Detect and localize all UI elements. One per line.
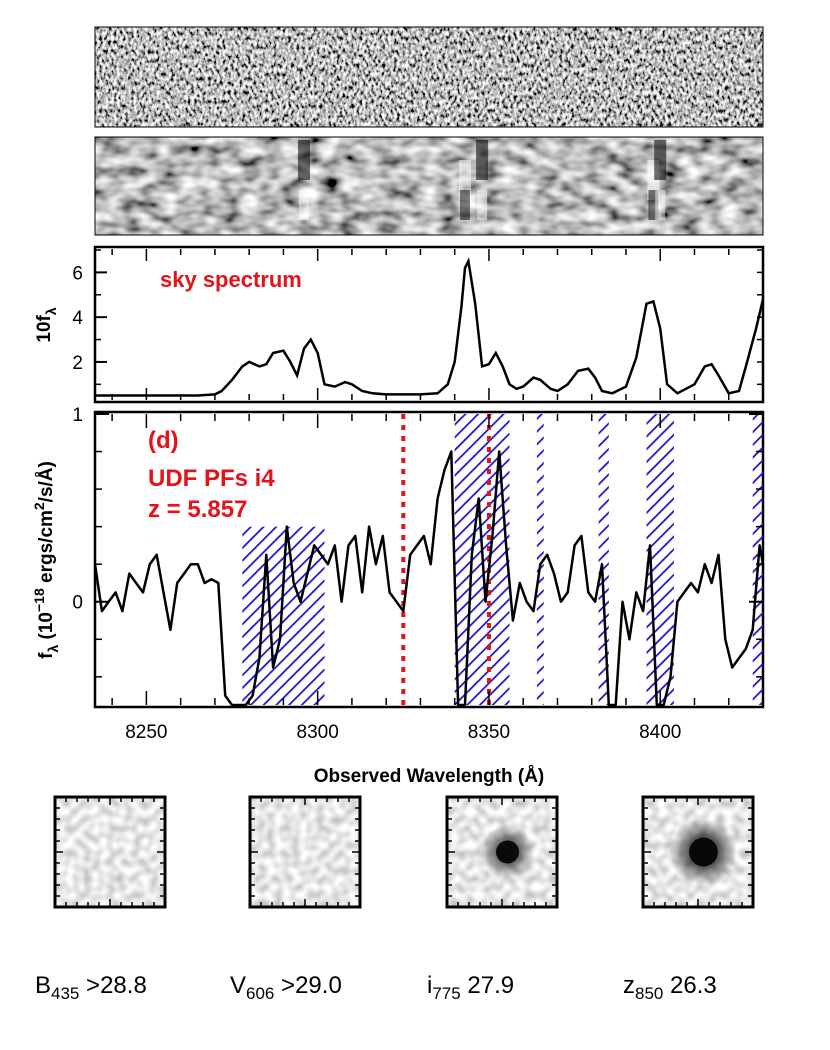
ylabel-unit-post: /s/Å): [36, 461, 57, 502]
stamp-label-i: i775 27.9: [427, 972, 514, 1004]
ytick-label: 0: [72, 593, 83, 614]
stamp-v: [248, 795, 362, 909]
ytick-label: 1: [72, 405, 83, 426]
residual-streak: [648, 190, 659, 220]
source-core: [495, 840, 520, 864]
band-name: V: [230, 972, 247, 999]
sky-spectrum-line: [95, 257, 765, 397]
band-magnitude: 26.3: [663, 972, 717, 999]
object-y-axis-label: fλ (10−18 ergs/cm2/s/Å): [31, 461, 61, 659]
object-spectrum-line: [93, 450, 765, 707]
band-magnitude: >28.8: [79, 972, 147, 999]
residual-streak: [459, 190, 470, 220]
sky-ytick-label: 4: [72, 308, 83, 329]
postage-stamps: [53, 795, 755, 909]
residual-streak: [297, 140, 310, 180]
band-magnitude: >29.0: [274, 972, 342, 999]
spectrum-2d-smoothed: [94, 136, 764, 236]
xtick-label: 8400: [639, 722, 681, 743]
sky-ytick-label: 6: [72, 263, 83, 284]
xtick-label: 8350: [468, 722, 510, 743]
xtick-label: 8250: [125, 722, 167, 743]
object-spectrum-panel: 8250 8300 8350 8400 0 1 (d) UDF PFs i4 z = 5.…: [31, 405, 765, 787]
emission-residuals: [297, 140, 667, 220]
ylabel-f-sub: λ: [45, 645, 61, 653]
band-name: z: [623, 972, 635, 999]
stamp-b: [53, 795, 167, 909]
stamp-image: [250, 797, 360, 907]
hatched-region: [598, 414, 609, 705]
object-axis-ticks: 8250 8300 8350 8400 0 1: [72, 405, 764, 743]
residual-streak: [298, 190, 309, 220]
band-wavelength: 606: [246, 984, 275, 1003]
x-axis-title: Observed Wavelength (Å): [314, 766, 545, 787]
sky-spectrum-label: sky spectrum: [160, 267, 302, 292]
band-name: B: [35, 972, 52, 999]
residual-streak: [477, 190, 488, 220]
stamp-z: [641, 795, 755, 909]
band-wavelength: 850: [635, 984, 664, 1003]
band-wavelength: 775: [432, 984, 461, 1003]
object-name: UDF PFs i4: [148, 465, 275, 492]
sky-ylabel-sub: λ: [43, 307, 59, 315]
band-name: i: [427, 972, 433, 999]
residual-streak: [476, 140, 489, 180]
sky-ytick-label: 2: [72, 353, 83, 374]
ylabel-f: f: [36, 652, 57, 659]
ylabel-exp: −18: [31, 588, 47, 612]
panel-letter: (d): [148, 427, 179, 454]
ylabel-unit-pre: (10: [36, 612, 57, 639]
sky-spectrum-panel: 2 4 6 sky spectrum 10fλ: [34, 245, 765, 404]
stamp-image: [55, 797, 165, 907]
stamp-label-v: V606 >29.0: [230, 972, 342, 1004]
redshift-label: z = 5.857: [148, 496, 247, 523]
ylabel-sq: 2: [31, 502, 47, 510]
svg-text:10fλ: 10fλ: [34, 307, 59, 342]
xtick-label: 8300: [297, 722, 339, 743]
stamp-label-z: z850 26.3: [623, 972, 717, 1004]
residual-streak: [655, 190, 666, 220]
ylabel-unit-mid: ergs/cm: [36, 510, 57, 588]
sky-ylabel-main: 10f: [34, 314, 55, 342]
sky-y-axis-label: 10fλ: [34, 307, 59, 342]
band-magnitude: 27.9: [460, 972, 515, 999]
band-wavelength: 435: [51, 984, 80, 1003]
stamp-i: [445, 795, 559, 909]
source-core: [689, 837, 718, 867]
residual-streak: [654, 140, 667, 180]
svg-text:fλ (10−18 ergs/cm2/s/Å): fλ (10−18 ergs/cm2/s/Å): [31, 461, 61, 659]
hatched-region: [536, 414, 544, 705]
spectrum-2d-raw: [94, 26, 764, 128]
stamp-label-b: B435 >28.8: [35, 972, 147, 1004]
